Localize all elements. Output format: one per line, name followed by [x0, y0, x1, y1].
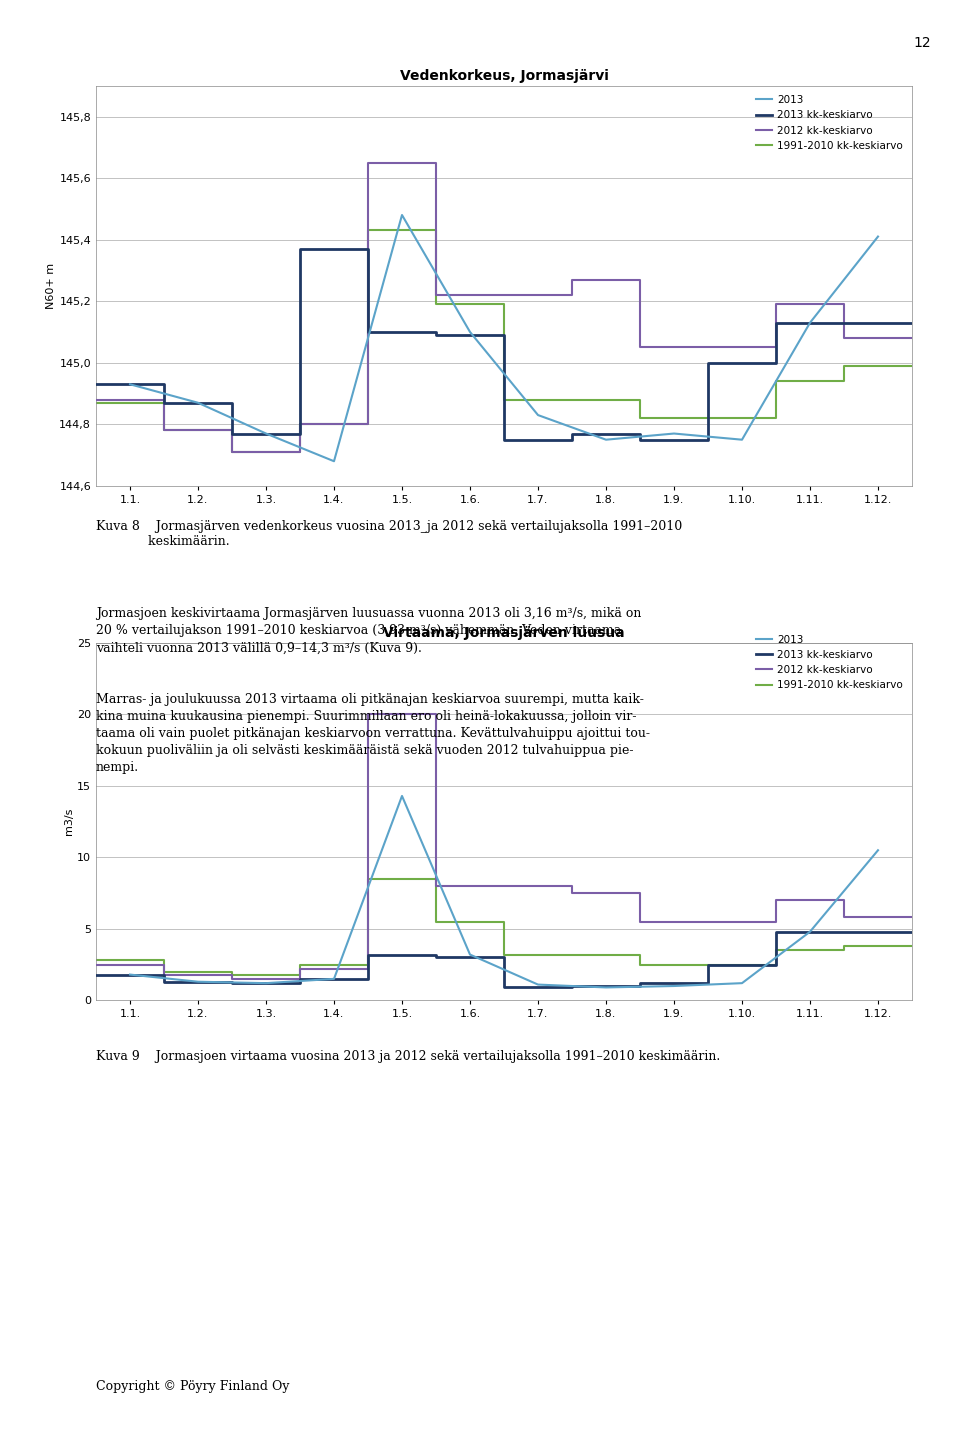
Title: Vedenkorkeus, Jormasjärvi: Vedenkorkeus, Jormasjärvi: [399, 69, 609, 83]
Y-axis label: m3/s: m3/s: [64, 807, 74, 836]
Text: Copyright © Pöyry Finland Oy: Copyright © Pöyry Finland Oy: [96, 1380, 290, 1393]
Title: Virtaama, Jormasjärven luusua: Virtaama, Jormasjärven luusua: [383, 626, 625, 640]
Text: Kuva 8    Jormasjärven vedenkorkeus vuosina 2013_ja 2012 sekä vertailujaksolla 1: Kuva 8 Jormasjärven vedenkorkeus vuosina…: [96, 520, 683, 549]
Text: Jormasjoen keskivirtaama Jormasjärven luusuassa vuonna 2013 oli 3,16 m³/s, mikä : Jormasjoen keskivirtaama Jormasjärven lu…: [96, 607, 641, 654]
Text: Marras- ja joulukuussa 2013 virtaama oli pitkänajan keskiarvoa suurempi, mutta k: Marras- ja joulukuussa 2013 virtaama oli…: [96, 693, 650, 775]
Text: 12: 12: [914, 36, 931, 50]
Y-axis label: N60+ m: N60+ m: [46, 263, 57, 309]
Legend: 2013, 2013 kk-keskiarvo, 2012 kk-keskiarvo, 1991-2010 kk-keskiarvo: 2013, 2013 kk-keskiarvo, 2012 kk-keskiar…: [752, 91, 907, 154]
Text: Kuva 9    Jormasjoen virtaama vuosina 2013 ja 2012 sekä vertailujaksolla 1991–20: Kuva 9 Jormasjoen virtaama vuosina 2013 …: [96, 1050, 720, 1063]
Legend: 2013, 2013 kk-keskiarvo, 2012 kk-keskiarvo, 1991-2010 kk-keskiarvo: 2013, 2013 kk-keskiarvo, 2012 kk-keskiar…: [752, 630, 907, 694]
